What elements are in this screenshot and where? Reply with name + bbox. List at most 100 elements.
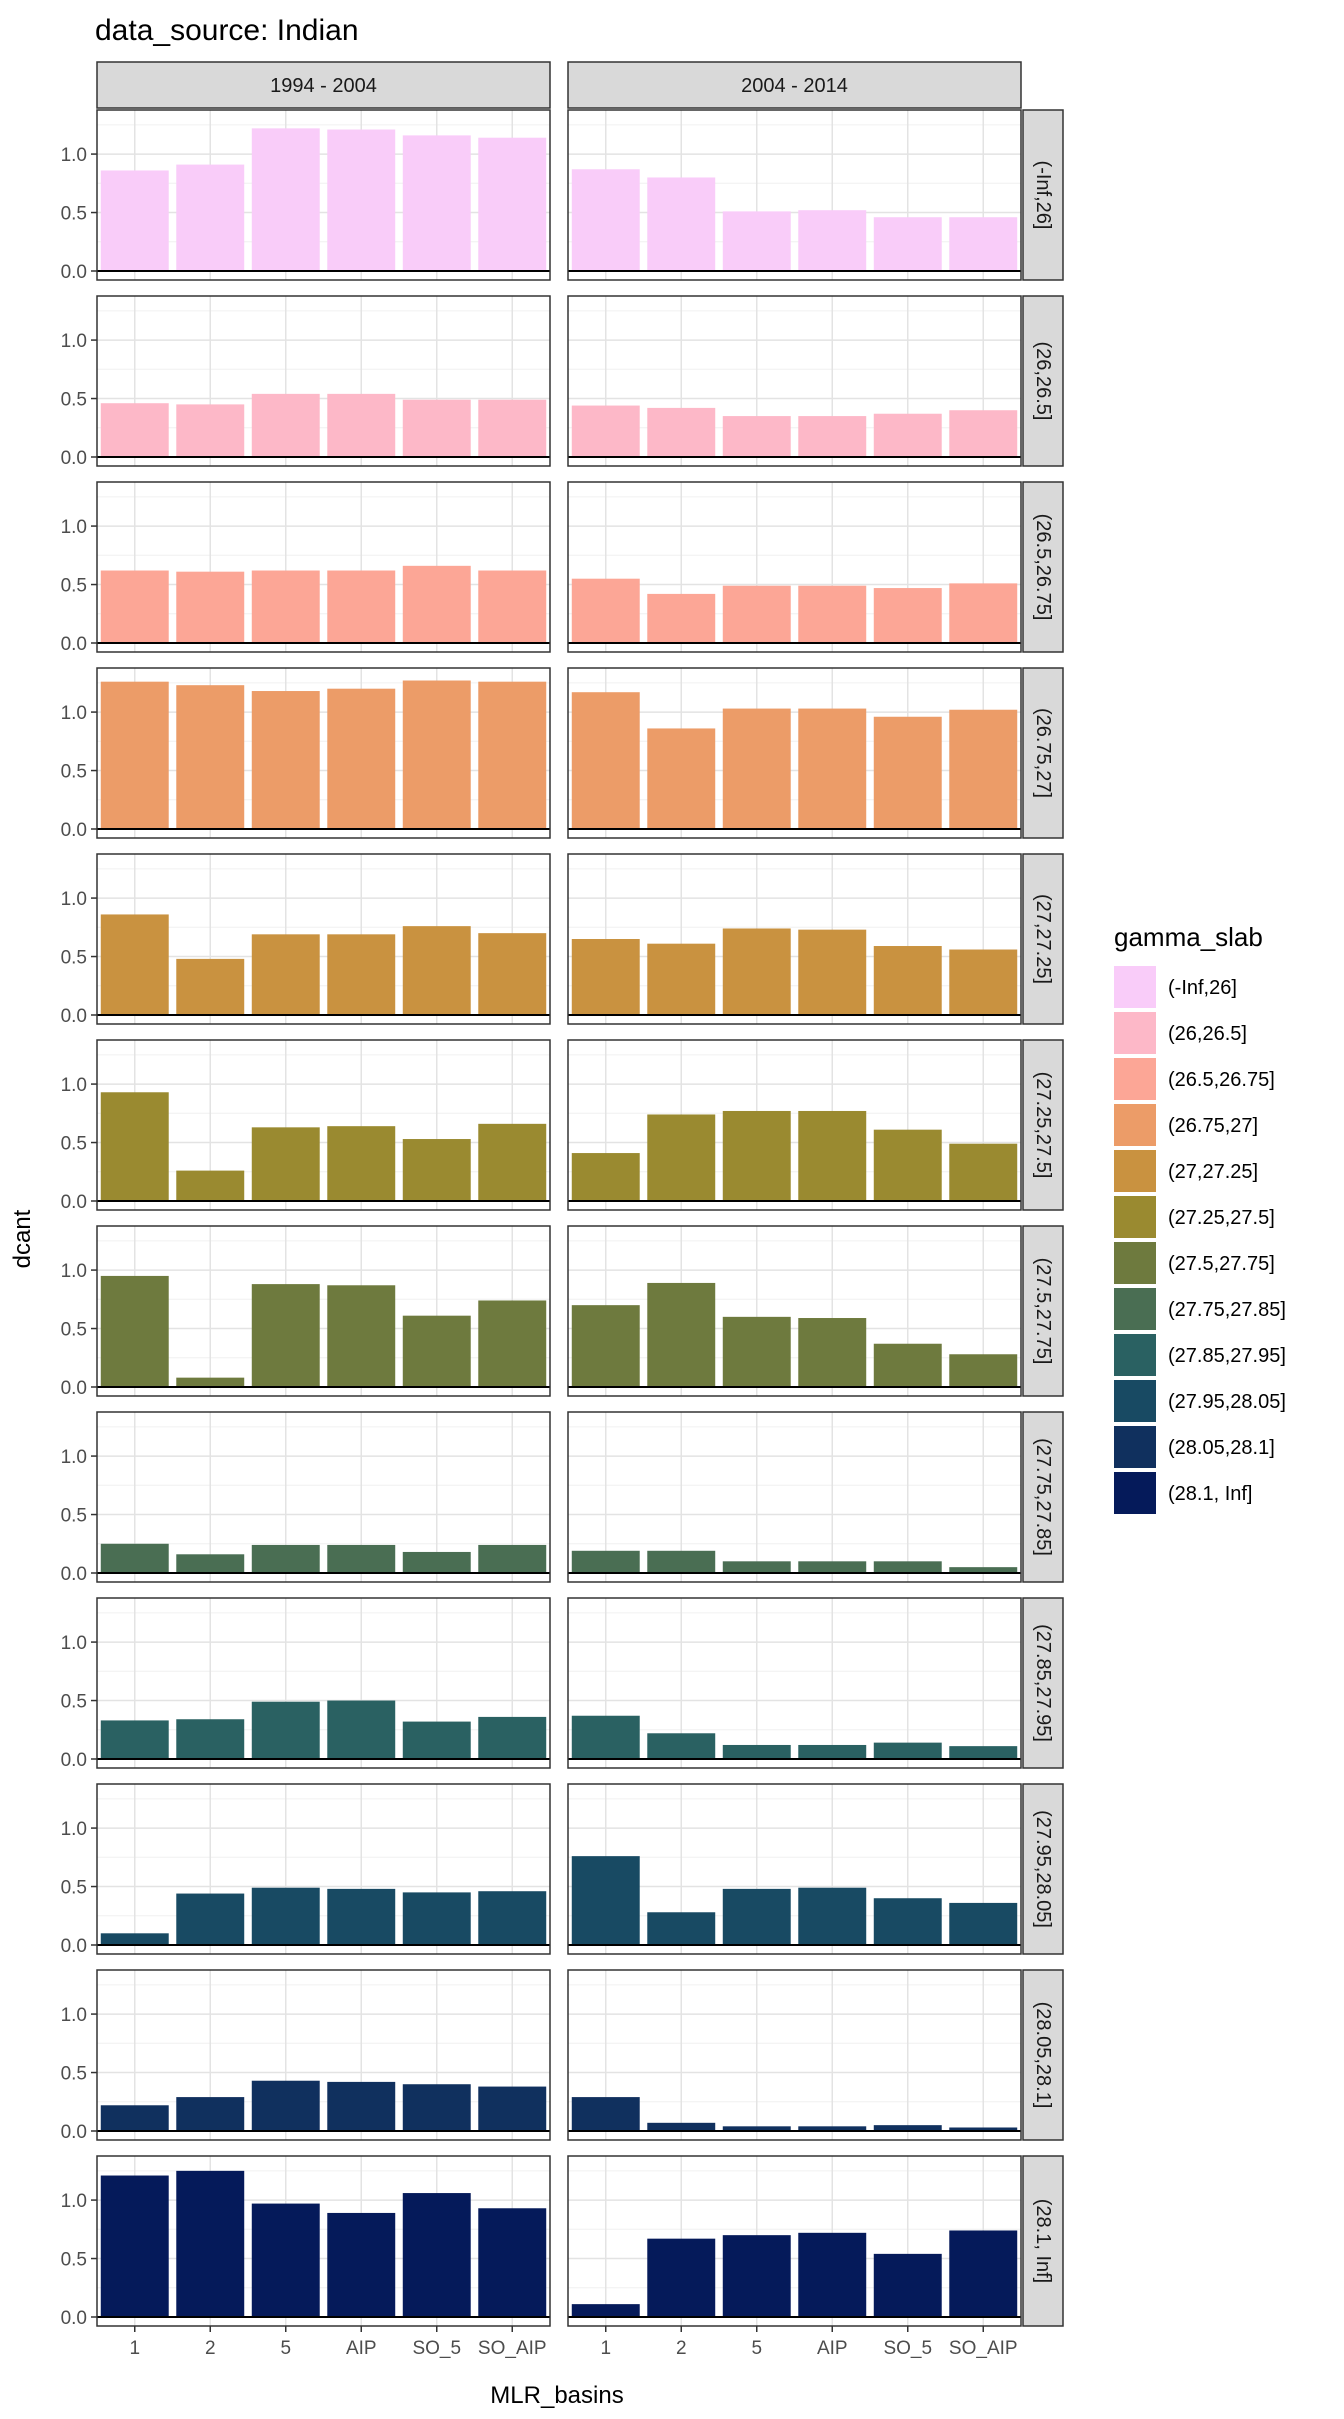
y-tick-label: 0.0	[61, 1750, 87, 1771]
bar	[478, 571, 546, 643]
legend-label: (27.5,27.75]	[1168, 1253, 1275, 1275]
facet-grid: 1994 - 2004 2004 - 20140.00.51.0(-Inf,26]…	[61, 62, 1063, 2359]
bar	[252, 2081, 320, 2131]
row-strip-label: (27.5,27.75]	[1032, 1258, 1054, 1365]
bar	[647, 1551, 715, 1573]
bar	[798, 930, 866, 1015]
bar	[403, 1552, 471, 1573]
bar	[327, 1126, 395, 1201]
y-tick-label: 1.0	[61, 1447, 87, 1468]
bar	[403, 1892, 471, 1945]
bar	[327, 689, 395, 829]
legend-label: (27.95,28.05]	[1168, 1391, 1286, 1413]
y-tick-label: 0.0	[61, 2308, 87, 2329]
bar	[176, 1378, 244, 1387]
row-strip-label: (28.05,28.1]	[1032, 2002, 1054, 2109]
x-axis-title: MLR_basins	[490, 2382, 623, 2409]
legend-items: (-Inf,26](26,26.5](26.5,26.75](26.75,27]…	[1114, 966, 1286, 1514]
bar	[327, 2213, 395, 2317]
legend-key	[1114, 1196, 1156, 1238]
bar	[949, 1354, 1017, 1387]
bar	[327, 1545, 395, 1573]
bar	[572, 1716, 640, 1759]
bar	[723, 1889, 791, 1945]
bar	[176, 2171, 244, 2317]
y-tick-label: 0.0	[61, 1378, 87, 1399]
legend-label: (28.1, Inf]	[1168, 1483, 1253, 1505]
faceted-bar-chart: data_source: Indian 1994 - 2004 2004 - 20…	[0, 0, 1344, 2419]
bar	[327, 130, 395, 271]
y-tick-label: 0.5	[61, 204, 87, 225]
y-tick-label: 0.0	[61, 262, 87, 283]
bar	[176, 1719, 244, 1759]
y-tick-label: 0.0	[61, 1936, 87, 1957]
bar	[101, 1276, 169, 1387]
y-tick-label: 0.5	[61, 1134, 87, 1155]
y-tick-label: 0.5	[61, 762, 87, 783]
bar	[252, 1702, 320, 1759]
bar	[176, 959, 244, 1015]
row-strip-label: (26.75,27]	[1032, 708, 1054, 798]
x-tick-label: 1	[129, 2338, 140, 2359]
y-tick-label: 0.5	[61, 390, 87, 411]
bar	[798, 1745, 866, 1759]
legend-title: gamma_slab	[1114, 922, 1263, 952]
bar	[949, 410, 1017, 457]
column-strip-label: 1994 - 2004	[270, 75, 377, 97]
chart-title: data_source: Indian	[95, 14, 359, 47]
bar	[874, 1743, 942, 1759]
bar	[252, 1888, 320, 1945]
row-strip-label: (27.75,27.85]	[1032, 1438, 1054, 1556]
y-tick-label: 0.0	[61, 448, 87, 469]
y-tick-label: 0.5	[61, 1506, 87, 1527]
bar	[949, 217, 1017, 271]
bar	[723, 709, 791, 829]
bar	[723, 1561, 791, 1573]
bar	[478, 682, 546, 829]
bar	[403, 2084, 471, 2131]
bar	[176, 1171, 244, 1201]
legend-label: (27.25,27.5]	[1168, 1207, 1275, 1229]
bar	[101, 682, 169, 829]
bar	[478, 1124, 546, 1201]
bar	[798, 709, 866, 829]
bar	[874, 1561, 942, 1573]
legend-key	[1114, 1058, 1156, 1100]
bar	[478, 400, 546, 457]
bar	[647, 594, 715, 643]
legend-label: (27,27.25]	[1168, 1161, 1258, 1183]
y-tick-label: 1.0	[61, 703, 87, 724]
y-tick-label: 0.5	[61, 948, 87, 969]
bar	[874, 217, 942, 271]
bar	[101, 2176, 169, 2317]
bar	[101, 914, 169, 1015]
bar	[647, 2123, 715, 2131]
x-tick-label: 1	[600, 2338, 611, 2359]
bar	[723, 1745, 791, 1759]
bar	[874, 588, 942, 643]
y-tick-label: 0.0	[61, 634, 87, 655]
bar	[572, 1153, 640, 1201]
y-tick-label: 0.0	[61, 1564, 87, 1585]
bar	[874, 946, 942, 1015]
bar	[176, 165, 244, 271]
bar	[647, 1733, 715, 1759]
bar	[874, 414, 942, 457]
bar	[874, 2254, 942, 2317]
legend-label: (27.85,27.95]	[1168, 1345, 1286, 1367]
legend-label: (26.75,27]	[1168, 1115, 1258, 1137]
bar	[572, 406, 640, 457]
bar	[874, 717, 942, 829]
y-tick-label: 1.0	[61, 2191, 87, 2212]
bar	[874, 1130, 942, 1201]
bar	[723, 416, 791, 457]
y-tick-label: 0.5	[61, 1692, 87, 1713]
bar	[101, 1933, 169, 1945]
bar	[252, 1284, 320, 1387]
legend-key	[1114, 1472, 1156, 1514]
legend-key	[1114, 1334, 1156, 1376]
legend-key	[1114, 1380, 1156, 1422]
bar	[723, 928, 791, 1015]
bar	[572, 692, 640, 829]
y-axis-title: dcant	[9, 1209, 36, 1268]
